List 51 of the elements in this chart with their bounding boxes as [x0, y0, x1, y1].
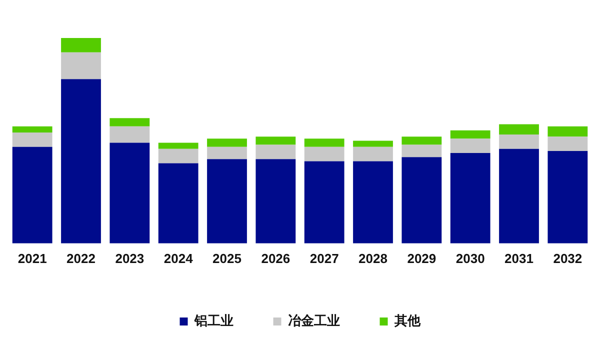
legend-label: 铝工业 — [193, 314, 234, 329]
bar — [450, 153, 490, 244]
bar — [207, 138, 247, 147]
x-tick-label: 2025 — [212, 250, 242, 266]
bar — [402, 136, 442, 145]
bar — [207, 159, 247, 244]
x-tick-label: 2024 — [164, 250, 194, 266]
x-tick-label: 2021 — [18, 250, 47, 266]
bar — [304, 161, 344, 244]
bar — [12, 146, 52, 244]
bar — [61, 52, 101, 80]
bar — [450, 130, 490, 139]
x-tick-label: 2022 — [66, 250, 96, 266]
bar — [12, 132, 52, 147]
bar — [353, 146, 393, 162]
bar — [256, 136, 296, 145]
legend-label: 冶金工业 — [288, 312, 340, 329]
x-tick-label: 2030 — [456, 250, 485, 266]
x-tick-label: 2029 — [407, 250, 436, 266]
x-tick-label: 2027 — [310, 250, 339, 266]
bar — [61, 79, 101, 244]
bar — [499, 148, 539, 244]
bar — [304, 146, 344, 162]
x-tick-label: 2026 — [261, 250, 290, 266]
bar — [499, 124, 539, 135]
x-tick-label: 2028 — [358, 250, 388, 266]
bar — [548, 150, 588, 244]
bar — [548, 126, 588, 137]
bar — [12, 126, 52, 132]
bar — [207, 146, 247, 160]
x-tick-label: 2032 — [553, 250, 582, 266]
bar — [402, 157, 442, 244]
legend-label: 其他 — [393, 314, 422, 329]
bar — [158, 142, 198, 149]
bar — [499, 134, 539, 149]
x-tick-label: 2031 — [504, 250, 534, 266]
bar — [450, 138, 490, 154]
bar — [61, 38, 101, 52]
bar — [256, 144, 296, 160]
x-tick-label: 2023 — [115, 250, 144, 266]
bar — [158, 163, 198, 244]
bar — [402, 144, 442, 158]
bar — [304, 138, 344, 147]
bar — [353, 140, 393, 147]
bar — [548, 136, 588, 151]
bar — [158, 148, 198, 164]
bar — [110, 142, 150, 244]
bar — [110, 126, 150, 143]
bar — [353, 161, 393, 244]
bar — [256, 159, 296, 244]
bar — [110, 118, 150, 126]
